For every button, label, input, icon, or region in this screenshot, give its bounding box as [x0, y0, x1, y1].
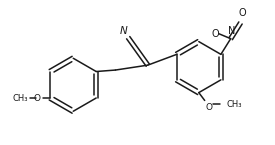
Text: CH₃: CH₃ [226, 100, 242, 109]
Text: O: O [211, 29, 219, 39]
Text: O: O [239, 8, 246, 18]
Text: N: N [119, 26, 127, 36]
Text: N: N [228, 26, 235, 36]
Text: O: O [205, 103, 212, 112]
Text: O: O [33, 94, 40, 103]
Text: CH₃: CH₃ [12, 94, 28, 103]
